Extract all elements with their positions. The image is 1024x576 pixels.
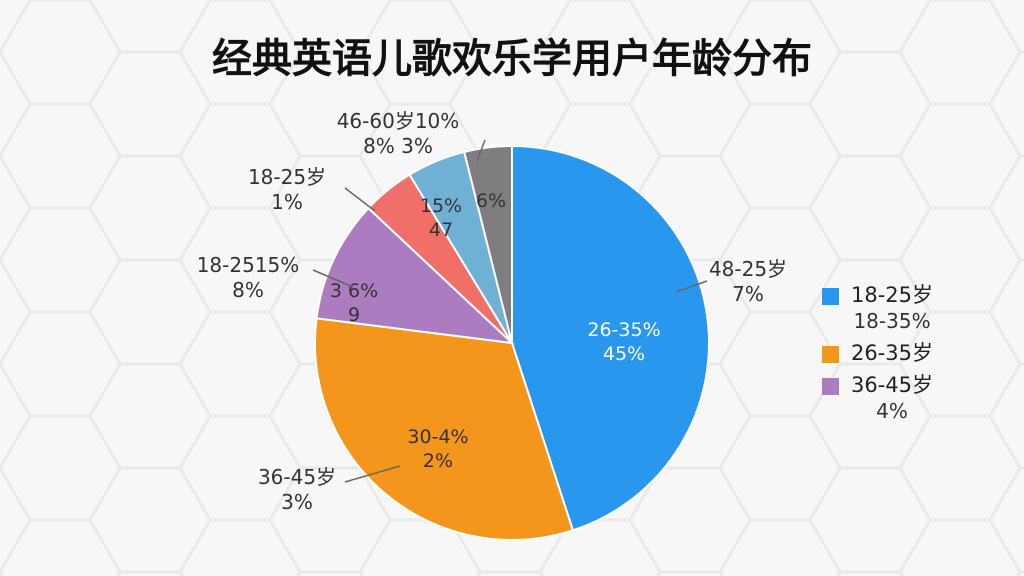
slice-inner-label: 26-35% 45% — [587, 319, 660, 365]
legend-item: 36-45岁 4% — [822, 372, 933, 424]
legend-label: 26-35岁 — [851, 341, 934, 365]
callout-line — [344, 465, 401, 483]
legend-swatch — [822, 288, 839, 305]
slice-callout-label: 18-2515% 8% — [197, 253, 300, 302]
legend-item: 26-35岁 — [822, 340, 933, 366]
pie-slice — [314, 317, 575, 541]
legend-item: 18-25岁 18-35% — [822, 282, 933, 334]
legend-label: 36-45岁 4% — [851, 373, 934, 423]
pie-slice — [511, 144, 710, 532]
callout-line — [312, 269, 354, 288]
slice-inner-label: 6% — [476, 190, 506, 212]
slice-inner-label: 3 6% 9 — [330, 280, 378, 326]
slice-callout-label: 18-25岁 1% — [248, 165, 326, 214]
legend-swatch — [822, 378, 839, 395]
slice-callout-label: 46-60岁10% 8% 3% — [337, 109, 460, 158]
pie-slice — [315, 206, 515, 345]
legend-swatch — [822, 346, 839, 363]
chart-legend: 18-25岁 18-35% 26-35岁 36-45岁 4% — [822, 282, 933, 430]
callout-line — [476, 139, 486, 162]
slice-callout-label: 48-25岁 7% — [709, 257, 787, 306]
callout-line — [675, 280, 708, 293]
slice-inner-label: 30-4% 2% — [407, 426, 468, 472]
chart-title: 经典英语儿歌欢乐学用户年龄分布 — [212, 36, 812, 82]
slice-inner-label: 15% 47 — [420, 195, 462, 241]
slice-callout-label: 36-45岁 3% — [258, 465, 336, 514]
pie-slice — [462, 144, 513, 344]
callout-line — [344, 187, 376, 212]
legend-label: 18-25岁 18-35% — [851, 283, 934, 333]
